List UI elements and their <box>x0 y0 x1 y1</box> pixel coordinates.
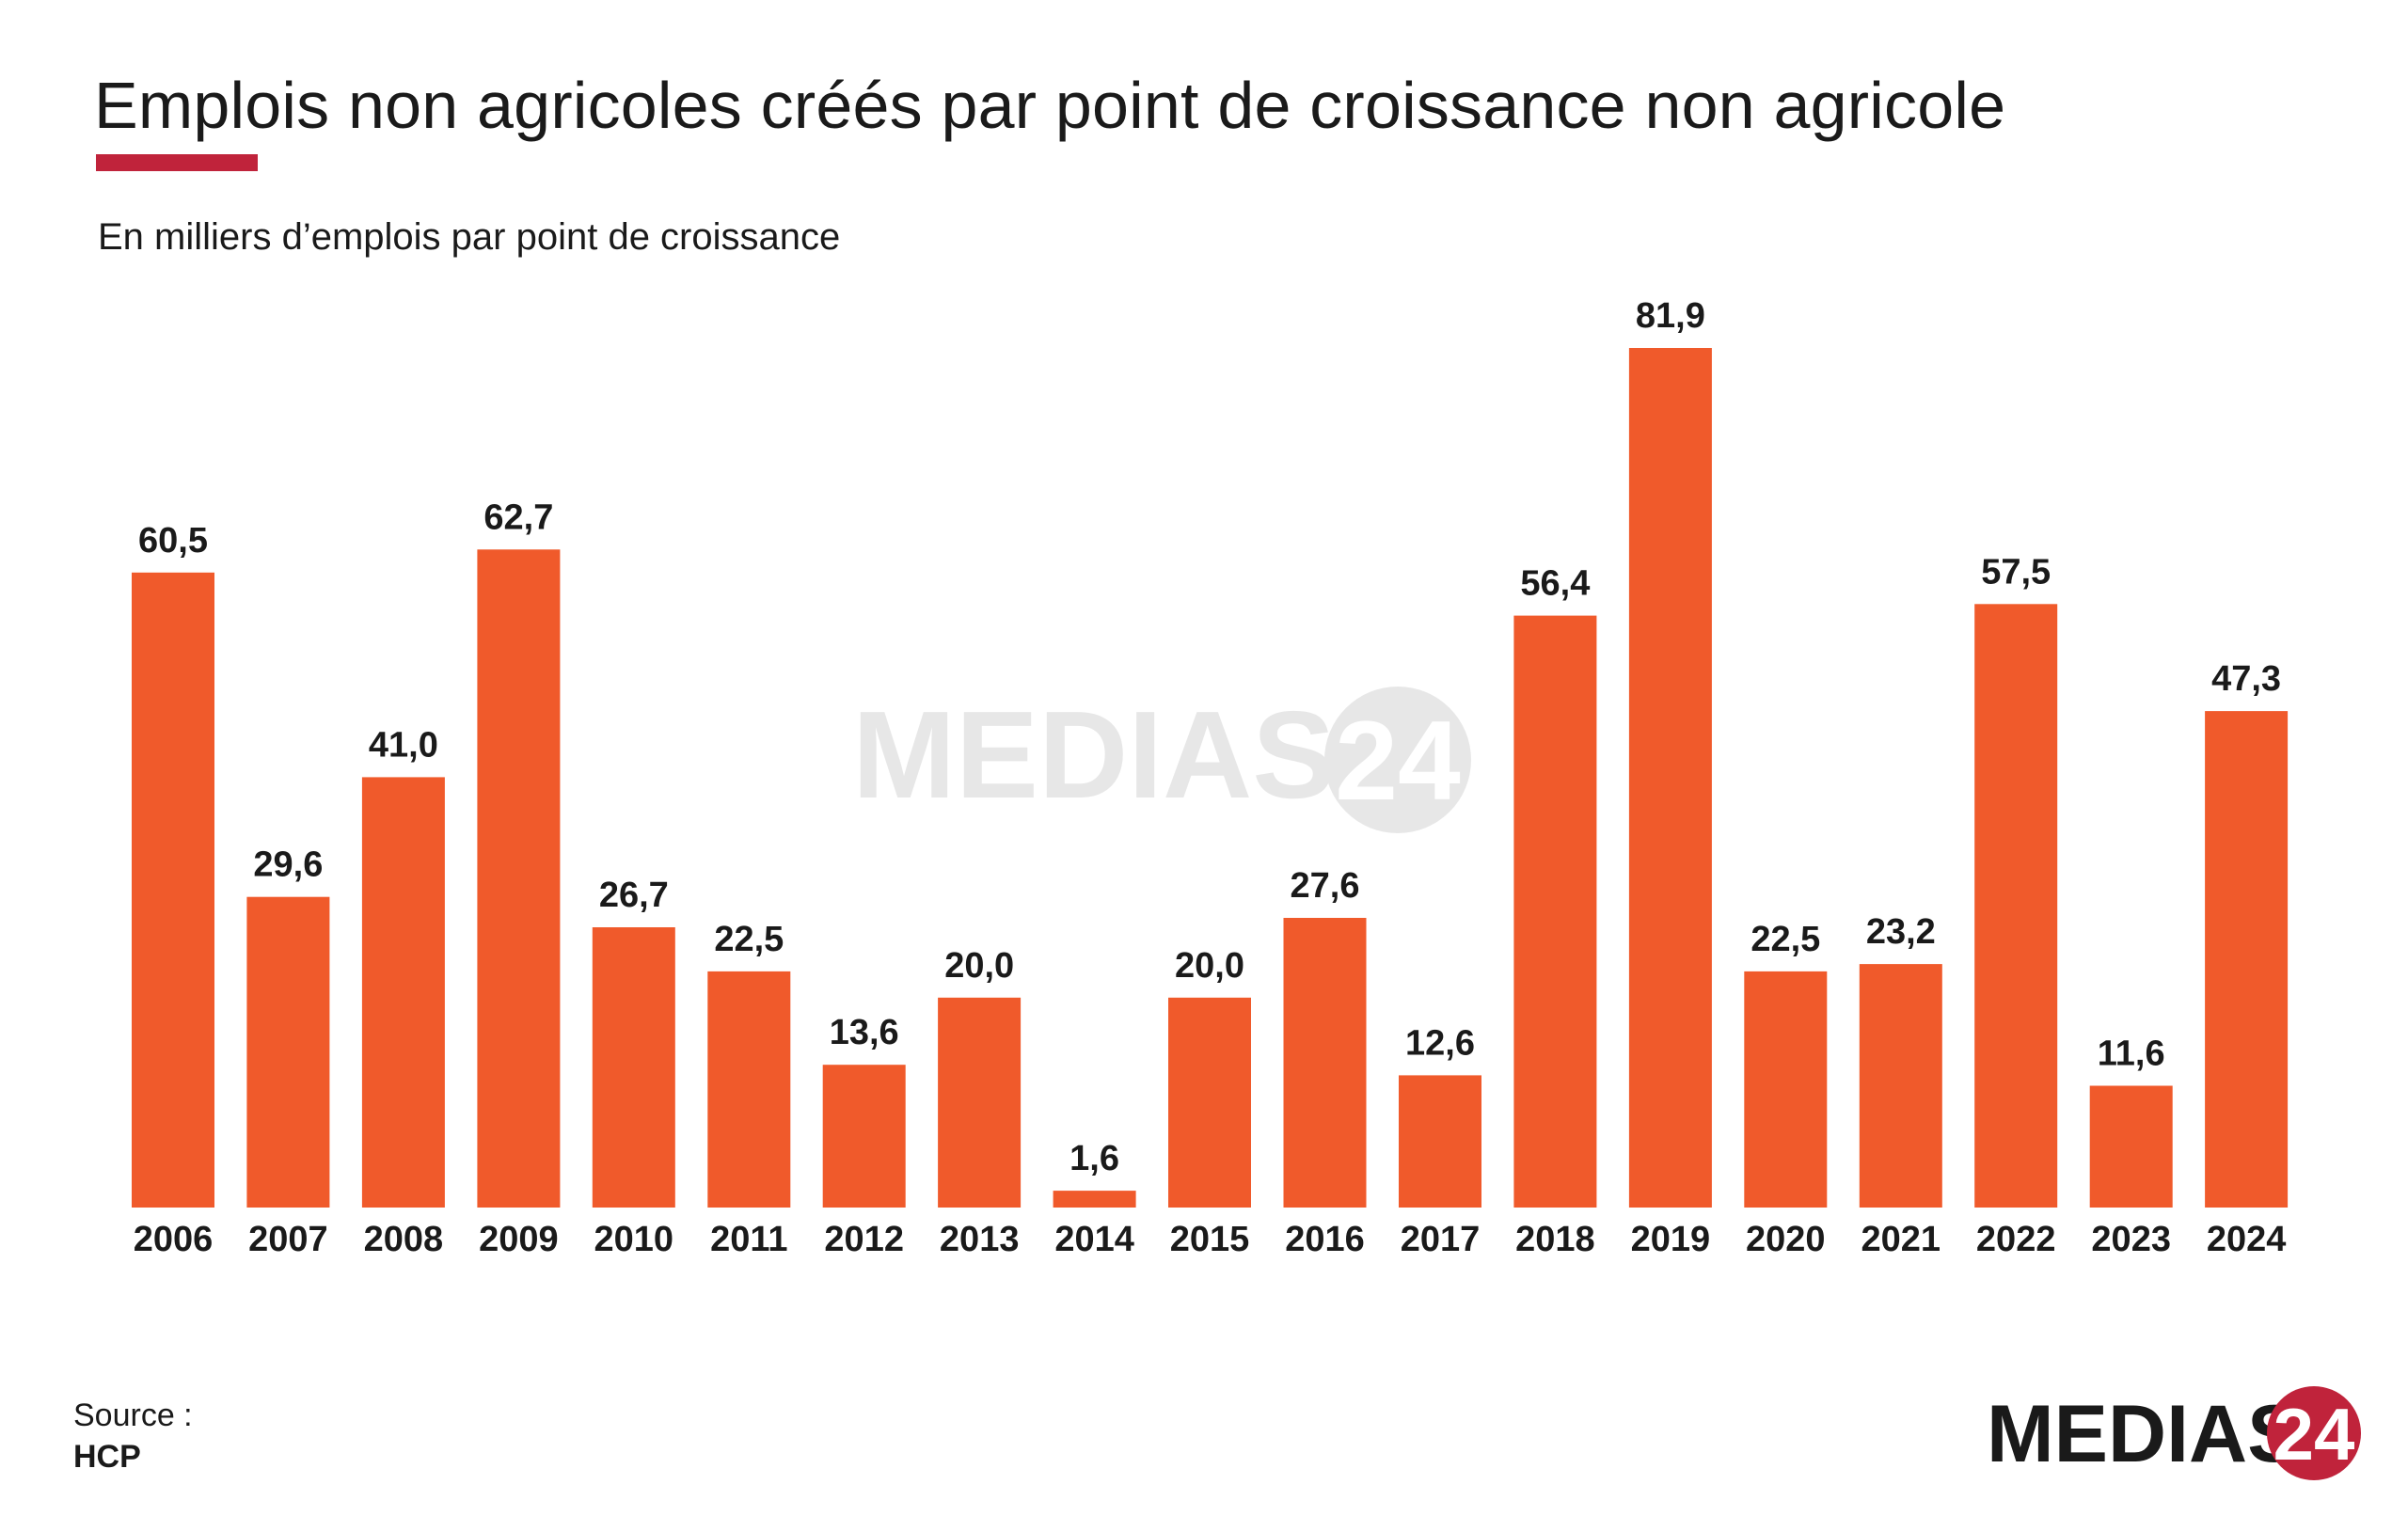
value-label-2015: 20,0 <box>1175 946 1244 986</box>
bar-2013 <box>938 997 1022 1208</box>
category-label-2007: 2007 <box>248 1220 328 1259</box>
source-value: HCP <box>73 1439 141 1475</box>
category-label-2020: 2020 <box>1746 1220 1826 1259</box>
bar-2009 <box>477 549 561 1208</box>
brand-logo: MEDIAS 24 <box>1987 1386 2361 1480</box>
category-label-2017: 2017 <box>1401 1220 1481 1259</box>
title-underline <box>96 154 258 171</box>
logo-brand-text: MEDIAS <box>1987 1389 2301 1479</box>
bar-2006 <box>132 572 214 1208</box>
logo-badge <box>2267 1386 2361 1480</box>
bars-group <box>132 348 2289 1208</box>
bar-2020 <box>1744 971 1828 1208</box>
category-label-2010: 2010 <box>594 1220 674 1259</box>
bar-2016 <box>1283 918 1367 1208</box>
category-label-2021: 2021 <box>1861 1220 1941 1259</box>
value-labels-group: 60,5 29,6 41,0 62,7 26,7 22,5 13,6 20,0 1,6 20,0 2… <box>138 296 2281 1178</box>
value-label-2012: 13,6 <box>830 1013 899 1052</box>
category-label-2009: 2009 <box>479 1220 559 1259</box>
value-label-2011: 22,5 <box>714 920 784 959</box>
bar-2015 <box>1168 997 1251 1208</box>
value-label-2021: 23,2 <box>1866 912 1936 952</box>
bar-2024 <box>2205 711 2289 1208</box>
category-label-2024: 2024 <box>2207 1220 2287 1259</box>
category-label-2012: 2012 <box>824 1220 904 1259</box>
category-label-2023: 2023 <box>2091 1220 2171 1259</box>
value-label-2014: 1,6 <box>1069 1139 1119 1178</box>
value-label-2010: 26,7 <box>599 876 669 915</box>
category-label-2022: 2022 <box>1976 1220 2056 1259</box>
category-label-2018: 2018 <box>1515 1220 1595 1259</box>
value-label-2019: 81,9 <box>1636 296 1705 336</box>
bar-2023 <box>2089 1085 2173 1208</box>
value-label-2016: 27,6 <box>1291 866 1360 906</box>
source-label: Source : <box>73 1398 193 1433</box>
bar-2010 <box>592 927 675 1208</box>
value-label-2008: 41,0 <box>369 725 438 765</box>
value-label-2018: 56,4 <box>1520 564 1590 604</box>
brand-watermark: MEDIAS 24 <box>852 686 1471 833</box>
category-label-2015: 2015 <box>1170 1220 1250 1259</box>
bar-2008 <box>361 777 445 1208</box>
value-label-2022: 57,5 <box>1981 552 2051 592</box>
bar-2021 <box>1859 964 1942 1208</box>
category-label-2019: 2019 <box>1631 1220 1711 1259</box>
value-label-2017: 12,6 <box>1405 1023 1475 1063</box>
bar-2017 <box>1399 1075 1481 1208</box>
chart-subtitle: En milliers d’emplois par point de crois… <box>98 216 841 258</box>
value-label-2007: 29,6 <box>253 845 323 885</box>
bar-2011 <box>707 971 791 1208</box>
value-label-2023: 11,6 <box>2098 1034 2165 1074</box>
logo-brand-number: 24 <box>2273 1393 2355 1476</box>
value-label-2009: 62,7 <box>483 497 553 537</box>
value-label-2020: 22,5 <box>1751 920 1820 959</box>
chart-title: Emplois non agricoles créés par point de… <box>94 69 2006 142</box>
category-label-2013: 2013 <box>940 1220 1020 1259</box>
category-label-2008: 2008 <box>364 1220 444 1259</box>
value-label-2013: 20,0 <box>944 946 1014 986</box>
value-label-2006: 60,5 <box>138 521 208 561</box>
bar-2018 <box>1513 615 1597 1208</box>
category-label-2011: 2011 <box>710 1220 787 1259</box>
bar-2012 <box>822 1065 906 1208</box>
bar-2019 <box>1628 348 1712 1208</box>
category-label-2016: 2016 <box>1285 1220 1365 1259</box>
bar-2014 <box>1053 1191 1136 1208</box>
value-label-2024: 47,3 <box>2211 659 2281 699</box>
watermark-brand-number: 24 <box>1335 698 1461 824</box>
category-label-2006: 2006 <box>134 1220 214 1259</box>
category-labels-group: 2006 2007 2008 2009 2010 2011 2012 2013 2014 2015… <box>134 1220 2287 1259</box>
bar-2022 <box>1974 604 2058 1208</box>
category-label-2014: 2014 <box>1054 1220 1134 1259</box>
bar-2007 <box>246 896 330 1208</box>
watermark-brand-text: MEDIAS <box>852 686 1335 824</box>
